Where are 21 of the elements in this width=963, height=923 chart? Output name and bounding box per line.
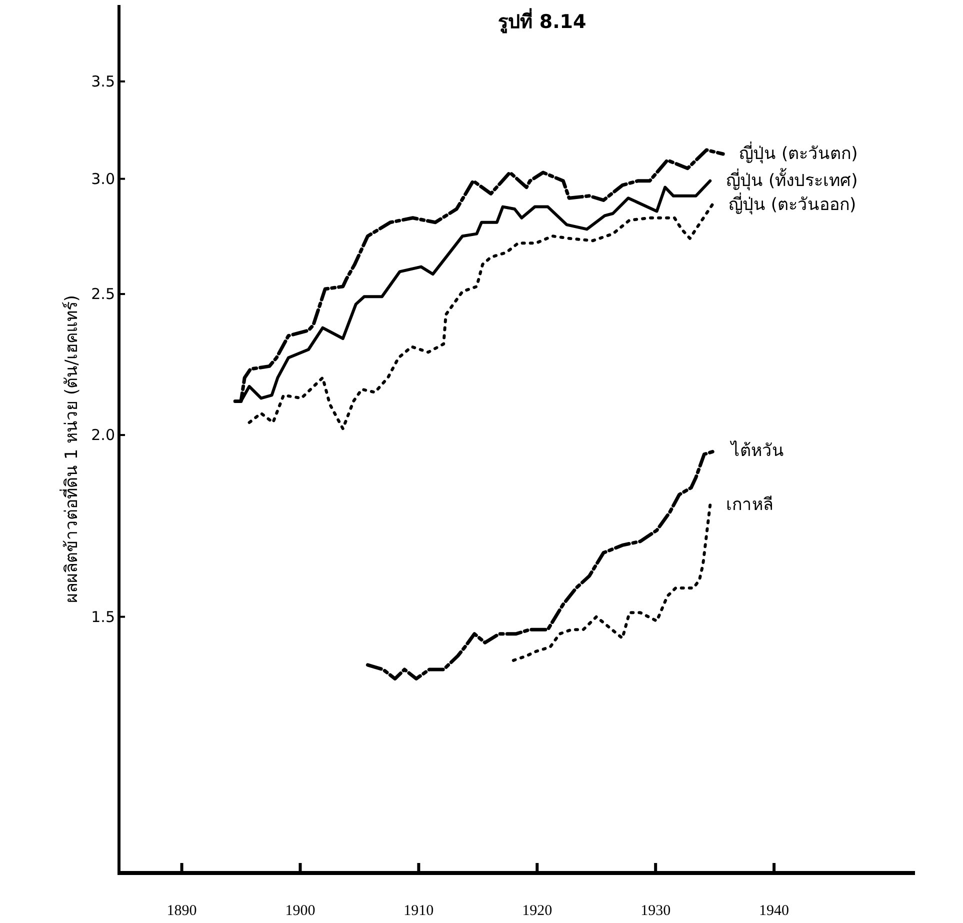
- y-tick-label: 1.5: [91, 608, 115, 626]
- chart-title: รูปที่ 8.14: [498, 8, 586, 34]
- x-tick-label: 1930: [640, 903, 671, 919]
- x-tick-label: 1940: [759, 903, 790, 919]
- y-axis-title: ผลผลิตข้าวต่อที่ดิน 1 หน่วย (ตัน/เฮคแทร์): [59, 294, 82, 604]
- series-label: ญี่ปุ่น (ตะวันตก): [739, 141, 858, 164]
- y-tick-label: 3.0: [91, 170, 115, 188]
- series-label: ญี่ปุ่น (ตะวันออก): [728, 192, 856, 215]
- y-tick-label: 2.5: [91, 285, 115, 304]
- line-series: [512, 504, 712, 662]
- y-tick-label: 2.0: [91, 426, 115, 444]
- x-tick-label: 1920: [522, 903, 552, 919]
- series-label: ไต้หวัน: [728, 440, 784, 462]
- x-tick-label: 1890: [166, 903, 197, 919]
- x-tick-label: 1910: [404, 903, 434, 919]
- x-tick-label: 1900: [285, 903, 316, 919]
- series-label: ญี่ปุ่น (ทั้งประเทศ): [726, 168, 858, 191]
- y-tick-label: 3.5: [91, 72, 115, 90]
- line-series: [366, 449, 717, 680]
- line-series: [248, 203, 714, 430]
- series-label: เกาหลี: [726, 495, 774, 516]
